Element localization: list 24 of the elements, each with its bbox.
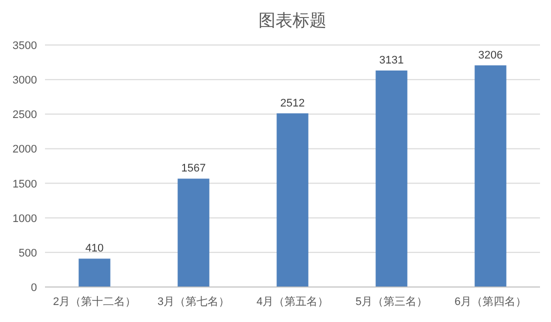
x-tick-label: 4月（第五名） [256, 296, 329, 308]
y-tick-label: 1000 [12, 212, 37, 225]
bar [78, 258, 110, 287]
data-label: 410 [85, 242, 104, 255]
y-tick-label: 1500 [12, 178, 37, 190]
data-label: 3131 [379, 54, 404, 67]
y-tick-label: 500 [18, 247, 37, 260]
y-tick-label: 2000 [12, 144, 37, 156]
x-tick-label: 3月（第七名） [157, 295, 230, 308]
x-tick-label: 6月（第四名） [454, 296, 527, 308]
y-tick-label: 2500 [12, 109, 37, 122]
bar [376, 70, 408, 287]
x-tick-label: 5月（第三名） [355, 296, 428, 308]
data-label: 1567 [181, 162, 206, 175]
bar [276, 113, 308, 287]
bar [178, 178, 210, 287]
y-tick-label: 0 [30, 282, 37, 294]
chart-title: 图表标题 [258, 11, 326, 30]
bar [474, 65, 506, 287]
data-label: 2512 [280, 97, 305, 110]
y-tick-label: 3000 [12, 74, 37, 87]
y-tick-label: 3500 [12, 40, 37, 52]
data-label: 3206 [478, 49, 503, 62]
x-tick-label: 2月（第十二名） [52, 295, 136, 308]
